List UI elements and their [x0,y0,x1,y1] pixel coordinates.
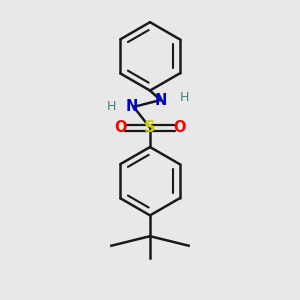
Text: S: S [144,120,156,135]
Text: H: H [179,91,189,103]
Text: O: O [173,120,186,135]
Text: H: H [107,100,116,113]
Text: N: N [154,93,167,108]
Text: N: N [126,99,138,114]
Text: O: O [114,120,127,135]
